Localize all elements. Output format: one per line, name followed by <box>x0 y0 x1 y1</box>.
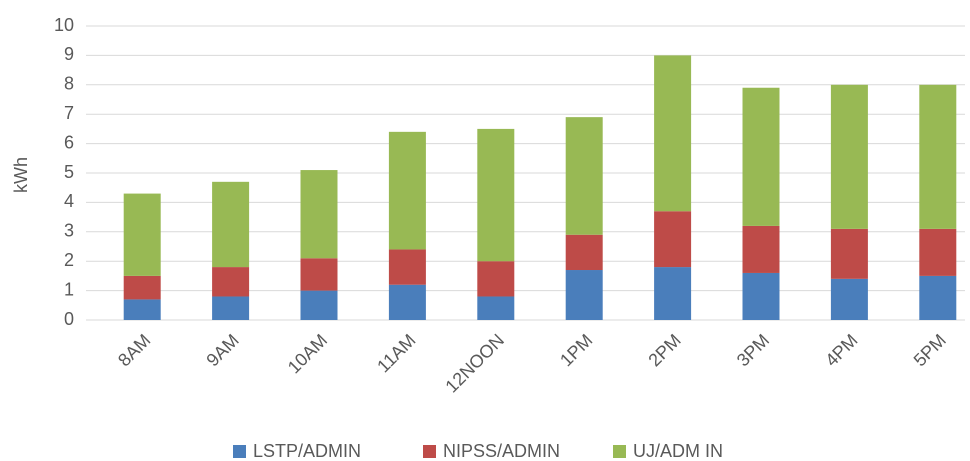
y-tick-label: 8 <box>64 74 74 94</box>
x-tick-label: 8AM <box>114 330 154 370</box>
bar-segment <box>919 228 957 276</box>
y-tick-label: 9 <box>64 44 74 64</box>
y-axis-label: kWh <box>11 157 31 193</box>
bar-segment <box>654 267 692 320</box>
bar-segment <box>919 275 957 320</box>
y-tick-label: 2 <box>64 250 74 270</box>
legend-label: LSTP/ADMIN <box>253 441 361 461</box>
bar-segment <box>212 267 250 297</box>
bar-segment <box>300 258 338 291</box>
x-tick-label: 12NOON <box>441 330 507 396</box>
x-tick-label: 2PM <box>644 330 684 370</box>
bar-segment <box>654 211 692 268</box>
legend-label: NIPSS/ADMIN <box>443 441 560 461</box>
bar-segment <box>565 117 603 235</box>
y-tick-label: 4 <box>64 191 74 211</box>
bar-segment <box>300 170 338 259</box>
bar-segment <box>830 278 868 320</box>
legend-label: UJ/ADM IN <box>633 441 723 461</box>
x-tick-label: 4PM <box>821 330 861 370</box>
x-tick-label: 11AM <box>373 330 419 376</box>
y-tick-label: 7 <box>64 103 74 123</box>
bar-segment <box>300 290 338 320</box>
bar-segment <box>742 87 780 226</box>
bar-segment <box>565 234 603 271</box>
bar-segment <box>477 128 515 262</box>
bar-segment <box>742 225 780 273</box>
y-tick-label: 6 <box>64 132 74 152</box>
y-tick-label: 1 <box>64 279 74 299</box>
y-tick-label: 0 <box>64 309 74 329</box>
x-tick-label: 9AM <box>202 330 242 370</box>
x-tick-label: 1PM <box>556 330 596 370</box>
bar-segment <box>388 249 426 285</box>
bar-segment <box>654 55 692 212</box>
bar-segment <box>388 284 426 320</box>
bar-segment <box>388 131 426 250</box>
bar-segment <box>477 296 515 320</box>
bar-segment <box>919 84 957 229</box>
legend-swatch <box>423 445 436 458</box>
y-tick-label: 10 <box>54 15 74 35</box>
legend-swatch <box>613 445 626 458</box>
bar-segment <box>123 299 161 320</box>
y-tick-label: 5 <box>64 162 74 182</box>
bar-segment <box>212 296 250 320</box>
x-tick-label: 5PM <box>910 330 950 370</box>
x-tick-label: 3PM <box>733 330 773 370</box>
bar-segment <box>477 261 515 297</box>
bar-segment <box>123 275 161 300</box>
bar-segment <box>212 181 250 268</box>
bar-segment <box>742 272 780 320</box>
bar-segment <box>830 228 868 279</box>
bar-segment <box>565 270 603 320</box>
legend-swatch <box>233 445 246 458</box>
bar-segment <box>830 84 868 229</box>
bar-segment <box>123 193 161 276</box>
x-tick-label: 10AM <box>284 330 331 377</box>
y-tick-label: 3 <box>64 221 74 241</box>
